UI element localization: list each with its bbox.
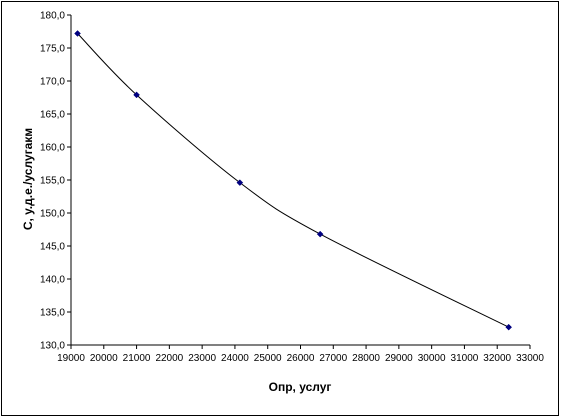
x-tick-label: 26000 bbox=[287, 353, 315, 364]
x-tick-label: 25000 bbox=[254, 353, 282, 364]
y-tick-label: 135,0 bbox=[40, 308, 65, 319]
y-tick-label: 160,0 bbox=[40, 143, 65, 154]
data-point bbox=[236, 179, 244, 186]
x-axis: 19000 20000 21000 22000 23000 24000 25000 26000… bbox=[57, 344, 544, 364]
y-tick-label: 170,0 bbox=[40, 77, 65, 88]
y-tick-label: 175,0 bbox=[40, 44, 65, 55]
data-point bbox=[133, 91, 140, 99]
data-point bbox=[316, 230, 324, 238]
x-tick-label: 21000 bbox=[123, 353, 151, 364]
x-tick-label: 32000 bbox=[483, 353, 511, 364]
x-tick-label: 28000 bbox=[352, 353, 380, 364]
series bbox=[74, 30, 513, 331]
x-tick-label: 24000 bbox=[221, 353, 249, 364]
data-point bbox=[74, 30, 81, 37]
y-tick-label: 165,0 bbox=[40, 110, 65, 121]
x-tick-label: 29000 bbox=[385, 353, 413, 364]
x-tick-label: 27000 bbox=[319, 353, 347, 364]
y-tick-label: 130,0 bbox=[40, 341, 65, 352]
series-line bbox=[77, 33, 509, 328]
y-tick-label: 140,0 bbox=[40, 275, 65, 286]
y-axis-title: C, у.д.е./услугакм bbox=[21, 128, 35, 230]
x-tick-label: 33000 bbox=[516, 353, 544, 364]
x-tick-label: 19000 bbox=[57, 353, 85, 364]
x-tick-label: 30000 bbox=[418, 353, 446, 364]
x-tick-label: 20000 bbox=[90, 353, 118, 364]
y-tick-label: 150,0 bbox=[40, 209, 65, 220]
y-tick-label: 145,0 bbox=[40, 242, 65, 253]
x-tick-label: 23000 bbox=[188, 353, 216, 364]
x-axis-title: Опр, услуг bbox=[269, 380, 332, 394]
y-tick-label: 155,0 bbox=[40, 176, 65, 187]
y-axis: 130,0 135,0 140,0 145,0 150,0 155,0 160,0 165,0… bbox=[40, 11, 72, 352]
y-tick-label: 180,0 bbox=[40, 11, 65, 22]
x-tick-label: 22000 bbox=[155, 353, 183, 364]
data-point bbox=[505, 323, 513, 331]
x-tick-label: 31000 bbox=[451, 353, 479, 364]
